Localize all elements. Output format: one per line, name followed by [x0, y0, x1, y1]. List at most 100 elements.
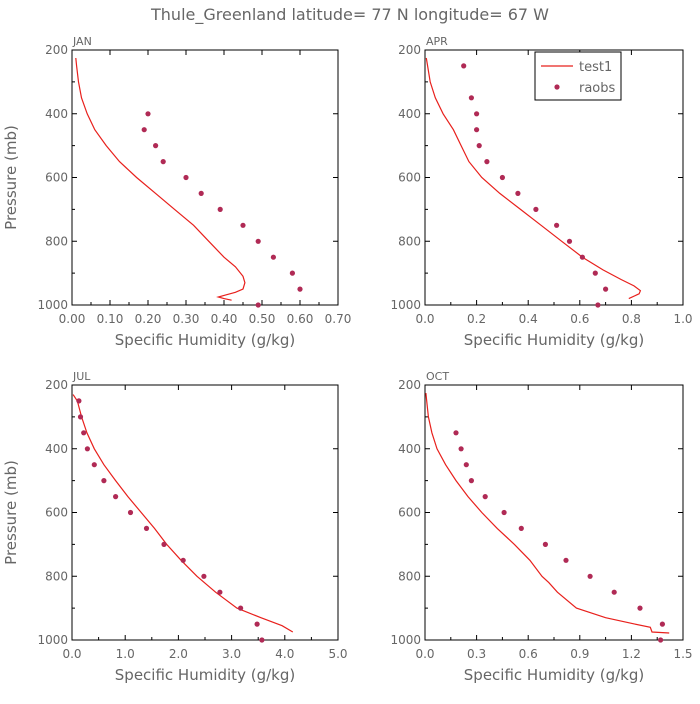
obs-point-apr	[474, 111, 480, 117]
obs-point-jul	[77, 414, 84, 420]
x-tick-label-oct: 0.6	[519, 647, 538, 661]
x-tick-label-jul: 0.0	[62, 647, 81, 661]
obs-point-apr	[461, 63, 467, 69]
y-tick-label-apr: 1000	[390, 298, 421, 312]
series-line-test1-jul	[72, 394, 294, 633]
y-tick-label-jul: 400	[45, 442, 68, 456]
legend-marker-raobs	[554, 84, 560, 90]
obs-point-jan	[183, 174, 189, 181]
y-tick-label-apr: 600	[398, 171, 421, 185]
y-tick-label-oct: 400	[398, 442, 421, 456]
obs-point-jan	[240, 222, 246, 228]
obs-point-jan	[141, 127, 147, 133]
obs-point-apr	[554, 222, 560, 228]
obs-point-jul	[127, 509, 134, 516]
x-tick-label-jul: 1.0	[116, 647, 135, 661]
x-axis-label-apr: Specific Humidity (g/kg)	[464, 331, 644, 349]
panel-apr: APR 0.0 0.2 0.4 0.6 0.8 1.0 200 400 600 800 1000 Spe…	[390, 35, 692, 349]
obs-point-oct	[463, 462, 469, 468]
x-tick-label-jan: 0.10	[97, 312, 124, 326]
obs-point-apr	[533, 206, 539, 212]
obs-point-jul	[81, 430, 87, 436]
y-tick-label-apr: 400	[398, 107, 421, 121]
y-tick-label-jan: 400	[45, 107, 68, 121]
obs-point-oct	[587, 573, 593, 579]
x-tick-label-apr: 0.0	[415, 312, 434, 326]
obs-point-jul	[101, 478, 107, 484]
panel-title-jul: JUL	[72, 370, 91, 383]
obs-point-apr	[476, 143, 482, 149]
x-tick-label-jul: 2.0	[169, 647, 188, 661]
x-tick-label-oct: 0.3	[467, 647, 486, 661]
x-tick-label-jul: 3.0	[222, 647, 241, 661]
plot-frame-oct	[424, 384, 684, 641]
obs-point-jul	[254, 621, 260, 627]
obs-point-apr	[499, 174, 505, 181]
obs-point-oct	[453, 430, 459, 436]
obs-point-jul	[259, 637, 265, 643]
x-tick-label-jan: 0.40	[211, 312, 238, 326]
x-tick-label-oct: 1.5	[673, 647, 692, 661]
legend-label-test1: test1	[579, 60, 612, 75]
obs-point-jul	[76, 398, 82, 404]
panel-jul: JUL 0.0 1.0 2.0 3.0 4.0 5.0 200 400 600 800 1000 Spe…	[2, 370, 348, 684]
series-line-test1-oct	[425, 392, 670, 634]
x-tick-label-oct: 0.0	[415, 647, 434, 661]
y-tick-label-jan: 600	[45, 171, 68, 185]
obs-point-jan	[217, 206, 223, 212]
y-tick-label-jan: 200	[45, 43, 68, 57]
plot-frame-jul	[71, 384, 339, 641]
x-tick-label-jul: 5.0	[328, 647, 347, 661]
series-line-test1-jan	[75, 57, 246, 301]
obs-point-jan	[198, 190, 204, 196]
x-tick-label-jan: 0.50	[249, 312, 276, 326]
y-tick-label-oct: 200	[398, 378, 421, 392]
obs-point-oct	[658, 637, 664, 643]
y-tick-label-jan: 800	[45, 234, 68, 248]
x-tick-label-jan: 0.60	[287, 312, 314, 326]
x-tick-label-jan: 0.30	[173, 312, 200, 326]
obs-point-oct	[563, 557, 569, 563]
obs-point-oct	[659, 621, 666, 627]
obs-point-jul	[113, 494, 119, 500]
obs-point-oct	[542, 541, 549, 548]
obs-point-jan	[270, 254, 276, 260]
x-tick-label-oct: 1.2	[622, 647, 641, 661]
x-tick-label-jan: 0.00	[59, 312, 86, 326]
obs-point-apr	[468, 95, 474, 101]
obs-point-oct	[458, 446, 464, 452]
x-tick-label-apr: 0.8	[622, 312, 641, 326]
x-tick-label-apr: 0.2	[467, 312, 486, 326]
legend: test1 raobs	[534, 51, 622, 101]
obs-point-jan	[289, 270, 295, 276]
obs-point-apr	[484, 159, 490, 165]
obs-point-apr	[579, 254, 586, 260]
obs-point-jan	[255, 302, 261, 308]
obs-point-jul	[201, 573, 207, 579]
panel-oct: OCT 0.0 0.3 0.6 0.9 1.2 1.5 200 400 600 800 1000 Spe…	[390, 370, 692, 684]
panel-title-jan: JAN	[72, 35, 92, 48]
panel-title-apr: APR	[426, 35, 448, 48]
y-tick-label-apr: 200	[398, 43, 421, 57]
x-tick-label-oct: 0.9	[570, 647, 589, 661]
obs-point-jan	[160, 159, 166, 165]
obs-point-oct	[501, 509, 507, 516]
obs-point-apr	[515, 190, 521, 196]
x-tick-label-apr: 1.0	[673, 312, 692, 326]
x-tick-label-jan: 0.70	[325, 312, 352, 326]
obs-point-jul	[91, 462, 97, 468]
obs-point-jul	[180, 557, 186, 563]
x-tick-label-apr: 0.6	[570, 312, 589, 326]
obs-point-jan	[297, 286, 303, 292]
obs-point-jul	[238, 605, 244, 611]
obs-point-jul	[143, 525, 150, 532]
y-tick-label-oct: 1000	[390, 633, 421, 647]
y-tick-label-jul: 800	[45, 569, 68, 583]
obs-point-jan	[153, 143, 159, 149]
panel-title-oct: OCT	[426, 370, 449, 383]
plot-frame-jan	[71, 49, 339, 306]
obs-point-oct	[482, 494, 488, 500]
legend-label-raobs: raobs	[579, 81, 616, 96]
obs-point-oct	[637, 605, 643, 611]
